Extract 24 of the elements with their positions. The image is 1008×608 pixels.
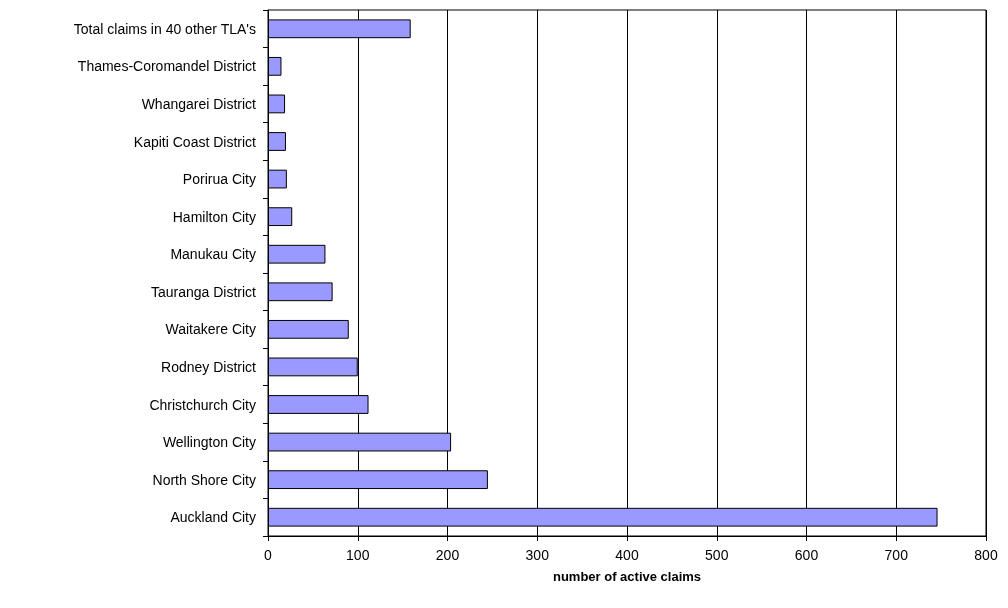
- y-tick-label: Rodney District: [161, 358, 257, 375]
- x-tick-label: 200: [435, 547, 460, 563]
- y-tick-label: Wellington City: [162, 434, 256, 451]
- y-tick-label: Tauranga District: [150, 283, 257, 300]
- x-tick-label: 300: [525, 547, 550, 563]
- y-tick-label: Whangarei District: [141, 95, 257, 112]
- x-tick-label: 800: [974, 547, 998, 563]
- y-tick-label: Total claims in 40 other TLA's: [73, 20, 256, 37]
- y-tick-label: Auckland City: [170, 509, 256, 526]
- x-tick-label: 400: [615, 547, 639, 563]
- y-tick-label: Thames-Coromandel District: [77, 58, 257, 75]
- x-axis-title: number of active claims: [552, 569, 702, 584]
- x-tick-label: 0: [264, 547, 273, 563]
- y-tick-label: Waitakere City: [165, 321, 256, 338]
- y-tick-label: Kapiti Coast District: [133, 133, 257, 150]
- x-tick-label: 600: [794, 547, 819, 563]
- x-tick-label: 100: [346, 547, 370, 563]
- y-tick-label: Christchurch City: [149, 396, 256, 413]
- y-tick-label: Manukau City: [170, 246, 256, 263]
- y-tick-label: Hamilton City: [172, 208, 256, 225]
- y-tick-label: North Shore City: [152, 471, 256, 488]
- y-tick-label: Porirua City: [182, 171, 256, 188]
- x-tick-label: 700: [884, 547, 909, 563]
- x-tick-label: 500: [705, 547, 729, 563]
